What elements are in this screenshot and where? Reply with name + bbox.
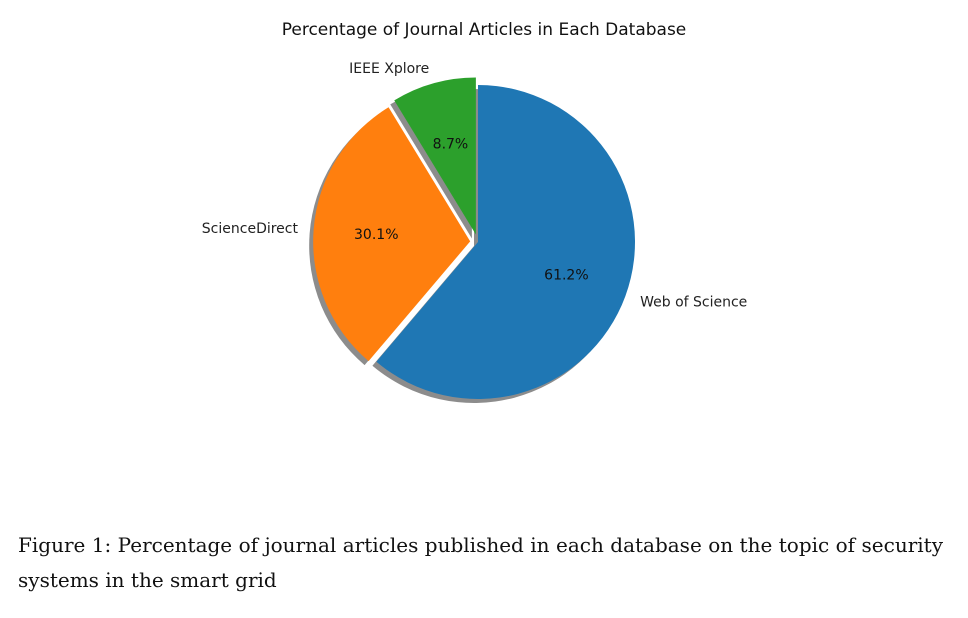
slice-label-sciencedirect: ScienceDirect bbox=[202, 221, 299, 237]
pct-label-web-of-science: 61.2% bbox=[544, 267, 588, 283]
pie-slice-web-of-science bbox=[376, 85, 635, 399]
pie-slices bbox=[313, 77, 635, 399]
figure-caption: Figure 1: Percentage of journal articles… bbox=[18, 533, 943, 592]
pct-label-sciencedirect: 30.1% bbox=[354, 227, 398, 243]
pie-chart: Percentage of Journal Articles in Each D… bbox=[202, 20, 748, 403]
pie-labels: 61.2% Web of Science 30.1% ScienceDirect 8.7… bbox=[202, 61, 748, 310]
slice-label-web-of-science: Web of Science bbox=[640, 295, 747, 311]
pie-slice-ieee-xplore bbox=[394, 77, 476, 235]
chart-title: Percentage of Journal Articles in Each D… bbox=[282, 20, 687, 40]
pie-slice-sciencedirect bbox=[313, 107, 471, 362]
pct-label-ieee-xplore: 8.7% bbox=[433, 137, 469, 153]
slice-label-ieee-xplore: IEEE Xplore bbox=[349, 61, 429, 77]
pie-chart-svg: Percentage of Journal Articles in Each D… bbox=[202, 20, 748, 403]
